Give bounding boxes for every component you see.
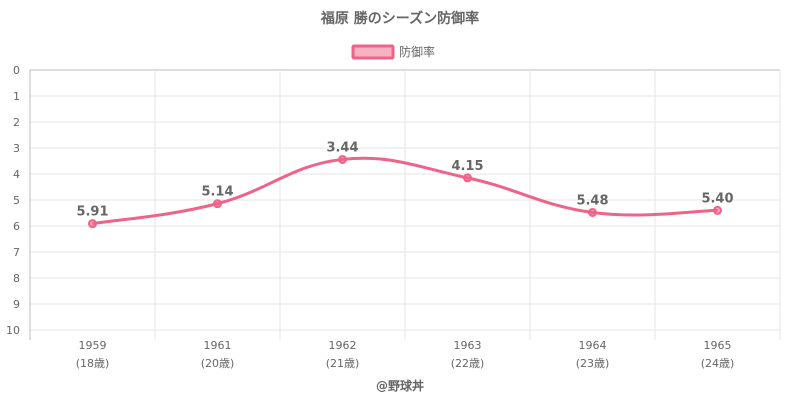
chart-title: 福原 勝のシーズン防御率 xyxy=(320,10,479,27)
y-tick-label: 9 xyxy=(13,298,20,311)
x-tick-sublabel: (23歳) xyxy=(576,357,610,370)
data-point xyxy=(463,173,472,183)
grid xyxy=(29,69,781,340)
legend[interactable]: 防御率 xyxy=(351,44,435,60)
footer-credit: @野球丼 xyxy=(376,378,424,393)
data-label: 5.48 xyxy=(576,193,608,208)
y-tick-label: 8 xyxy=(13,272,20,285)
x-tick-label: 1962 xyxy=(329,339,357,352)
y-tick-label: 0 xyxy=(13,64,20,77)
y-tick-label: 4 xyxy=(13,168,20,181)
data-label: 5.40 xyxy=(701,191,733,206)
x-tick-sublabel: (20歳) xyxy=(201,357,235,370)
x-tick-label: 1965 xyxy=(704,339,732,352)
y-tick-label: 10 xyxy=(6,324,20,337)
x-tick-label: 1964 xyxy=(579,339,607,352)
y-tick-label: 3 xyxy=(13,142,20,155)
data-point xyxy=(88,219,97,229)
x-tick-label: 1963 xyxy=(454,339,482,352)
y-tick-label: 1 xyxy=(13,90,20,103)
y-tick-label: 5 xyxy=(13,194,20,207)
data-label: 5.14 xyxy=(201,185,233,200)
x-tick-label: 1961 xyxy=(204,339,232,352)
y-tick-label: 2 xyxy=(13,116,20,129)
data-point xyxy=(713,205,722,215)
x-tick-sublabel: (24歳) xyxy=(701,357,735,370)
x-tick-sublabel: (22歳) xyxy=(451,357,485,370)
data-label: 4.15 xyxy=(451,159,483,174)
data-points xyxy=(88,154,722,229)
y-tick-label: 6 xyxy=(13,220,20,233)
data-point xyxy=(213,199,222,209)
data-point xyxy=(588,207,597,217)
legend-swatch xyxy=(351,44,395,60)
legend-label: 防御率 xyxy=(399,44,435,59)
x-tick-label: 1959 xyxy=(79,339,107,352)
data-point xyxy=(338,154,347,164)
x-axis-ticks: 1959 (18歳) 1961 (20歳) 1962 (21歳) 1963 (22歳) 1964… xyxy=(76,339,735,370)
data-label: 3.44 xyxy=(326,140,358,155)
series-line xyxy=(92,156,718,226)
data-label: 5.91 xyxy=(76,205,108,220)
x-tick-sublabel: (21歳) xyxy=(326,357,360,370)
x-tick-sublabel: (18歳) xyxy=(76,357,110,370)
y-tick-label: 7 xyxy=(13,246,20,259)
data-labels: 5.91 5.14 3.44 4.15 5.48 5.40 xyxy=(76,140,733,219)
y-axis-ticks: 0 1 2 3 4 5 6 7 8 9 10 xyxy=(6,64,20,337)
